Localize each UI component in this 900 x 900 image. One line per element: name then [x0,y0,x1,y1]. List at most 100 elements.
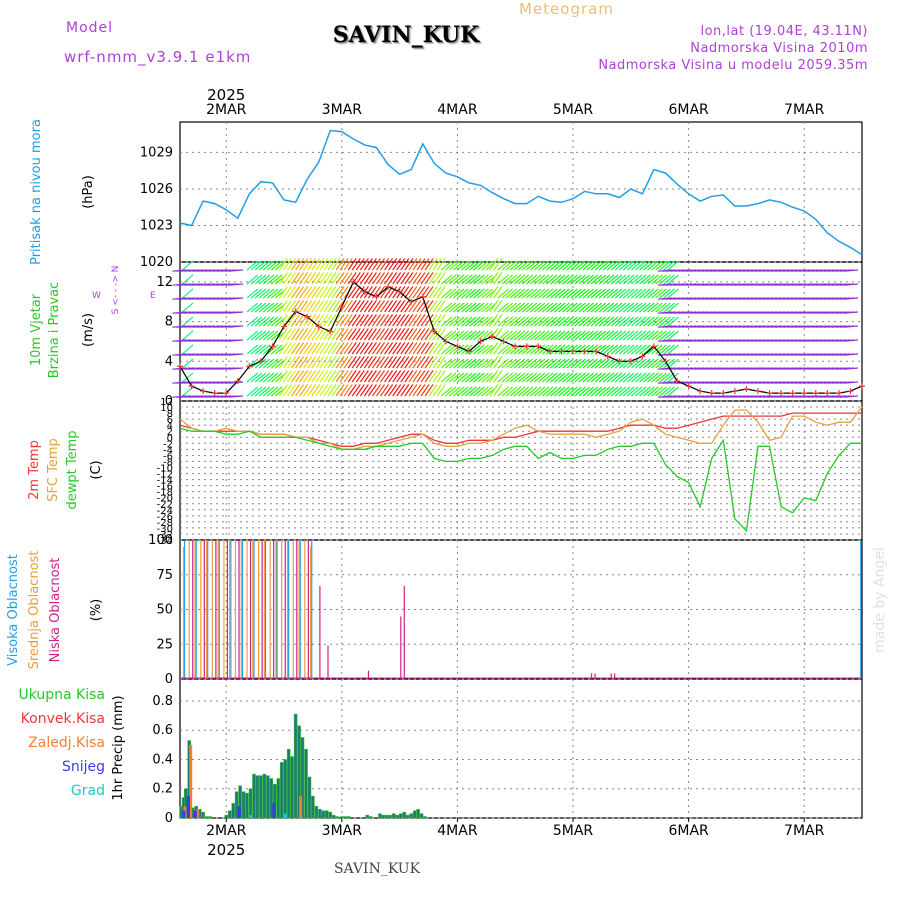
wind-barb [570,260,582,271]
wind-barb [574,344,586,355]
wind-barb [533,260,546,271]
wind-barb [262,330,275,341]
wind-barb [250,386,263,397]
y-tick-label: 10 [160,403,173,414]
wind-barb [574,358,586,369]
wind-barb [493,370,503,383]
precip-bar [248,788,253,819]
wind-barb [448,358,461,369]
y-tick-label: 0 [165,394,173,409]
wind-barb [614,302,627,313]
wind-barb [546,260,558,271]
wind-barb [408,314,418,327]
precip-axis-title: 1hr Precip (mm) [111,695,126,800]
precip-bar [321,810,326,819]
wind-barb [558,372,570,383]
wind-barb [266,302,279,313]
wind-barb [558,260,570,271]
wind-barb [469,344,481,355]
wind-barb [509,358,522,369]
wind-barb [291,370,301,383]
precip-bar [227,810,232,819]
precip-bar [245,792,249,819]
wind-barb [610,316,623,327]
wind-barb [404,370,414,383]
wind-barb [396,384,406,397]
pressure-unit: (hPa) [81,175,96,209]
wind-barb [465,316,477,327]
wind-speed-marker [246,363,253,370]
wind-barb [404,314,414,327]
wind-barb [376,342,385,355]
wind-barb [347,342,357,355]
wind-barb [513,330,526,341]
wind-barb [590,316,603,327]
wind-barb [351,286,361,299]
wind-barb [315,300,325,313]
wind-barb [327,314,337,327]
footer-station: SAVIN_KUK [333,861,421,877]
wind-barb [323,314,333,327]
wind-barb [315,314,325,327]
wind-speed-marker [593,348,600,355]
wind-barb [448,260,461,271]
wind-barb [497,260,509,271]
wind-barb [505,260,518,271]
wind-barb [562,344,574,355]
precip-bar [189,744,193,818]
wind-barb [436,258,446,271]
wind-barb [266,260,279,271]
wind-barb [343,258,353,271]
wind-barb [546,274,558,285]
temperature-label-2: dewpt Temp [65,430,80,509]
precip-legend-1: Konvek.Kisa [21,711,105,727]
wind-barb [355,356,365,369]
wind-barb [513,386,526,397]
wind-barb [408,342,418,355]
wind-barb [452,358,465,369]
wind-barb [376,328,385,341]
wind-barb [262,372,275,383]
wind-barb [537,260,550,271]
wind-barb [380,328,390,341]
wind-barb [359,300,369,313]
wind-barb [843,269,859,272]
wind-barb [562,302,574,313]
wind-barb [481,260,493,271]
wind-barb [562,358,574,369]
wind-barb [181,372,194,383]
wind-barb [570,372,582,383]
precip-bar [259,775,263,819]
wind-barb [436,300,446,313]
wind-barb [278,384,288,397]
temperature-line-0 [179,412,862,447]
wind-barb [347,286,357,299]
wind-barb [367,342,377,355]
wind-barb [400,286,410,299]
wind-barb [432,314,442,327]
wind-barb [229,311,244,314]
wind-barb [537,386,550,397]
wind-barb [388,300,398,313]
wind-barb [229,269,244,272]
wind-barb [473,330,485,341]
wind-barb [574,316,586,327]
y-tick-label: 75 [156,568,173,583]
y-tick-label: 2 [167,427,173,438]
wind-barb [477,372,489,383]
wind-barb [537,344,550,355]
wind-barb [602,344,615,355]
precip-bar [392,813,396,819]
wind-barb [602,288,615,299]
wind-barb [521,358,534,369]
wind-barb [363,370,373,383]
wind-barb [266,372,279,383]
wind-barb [598,274,611,285]
wind-barb [416,258,426,271]
wind-barb [307,300,317,313]
wind-barb [461,330,473,341]
y-tick-label: 12 [160,397,173,408]
wind-barb [843,367,859,370]
x-tick-label-bottom: 7MAR [784,823,825,839]
